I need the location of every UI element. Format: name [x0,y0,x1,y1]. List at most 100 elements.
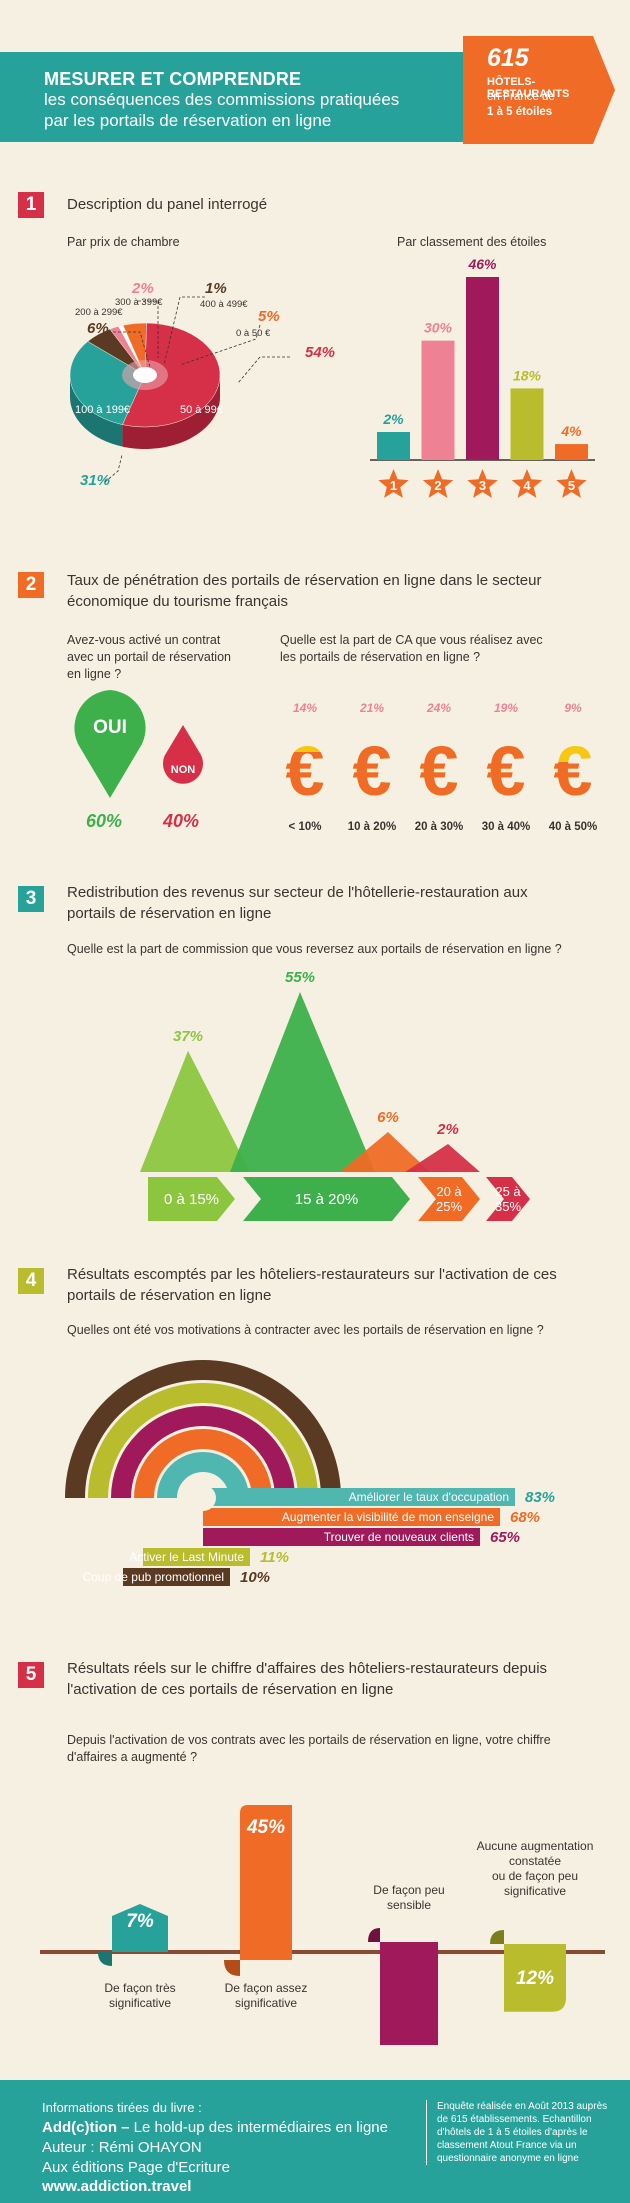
header-subtitle-2: par les portails de réservation en ligne [44,111,332,130]
mountain-20-a-25 [340,1132,430,1172]
revenue-share-question: Quelle est la part de CA que vous réalis… [280,632,600,666]
mountain-pct-label: 6% [377,1109,399,1126]
euro-pct-label: 24% [426,701,451,715]
motivation-label: Trouver de nouveaux clients [324,1530,474,1544]
euro-pct-label: 14% [293,701,317,715]
header-subtitle-1: les conséquences des commissions pratiqu… [44,90,400,109]
pie-leader-line [104,454,123,483]
motivation-ring-activer-le-last-minute [88,1383,318,1499]
stars-bar-value-label: 18% [513,367,542,383]
footer: Informations tirées du livre : Add(c)tio… [0,2080,630,2203]
footer-book-name: Add(c)tion – [42,2119,130,2136]
turnover-ribbon-curl [490,1930,504,1944]
motivation-ring-augmenter-la-visibilite-de-mon-enseigne [134,1429,272,1499]
star-icon [378,469,409,498]
mountain-pct-label: 2% [436,1121,459,1138]
pie-pct-label-50-a-99: 54% [305,344,335,361]
section-4-title: Résultats escomptés par les hôteliers-re… [67,1264,612,1306]
euro-pct-label: 9% [564,701,582,715]
pie-small-label-200-a-299: 200 à 299€ [75,307,123,318]
euro-symbol-fill: € [487,732,526,810]
mountain-pct-label: 55% [285,969,315,986]
turnover-category-label: significative [504,1884,566,1898]
motivations-question: Quelles ont été vos motivations à contra… [67,1323,544,1337]
motivation-bar-ameliorer-le-taux-d-occupation [203,1488,515,1506]
euro-symbol-yellow: € [487,732,526,810]
stars-bar-value-label: 4% [560,423,582,439]
pie-pct-label-300-a-399: 2% [131,280,154,297]
pie-pct-label-400-a-499: 1% [205,280,227,297]
stars-bar-5 [555,444,588,460]
section-4-title-line-2: portails de réservation en ligne [67,1287,272,1304]
turnover-category-label: significative [235,1996,297,2010]
euro-symbol-fill: € [286,732,325,810]
turnover-category-label: ou de façon peu [492,1869,578,1883]
turnover-pct-label: 12% [516,1968,554,1989]
turnover-question: Depuis l'activation de vos contrats avec… [67,1732,612,1766]
commission-band-20-a-25 [418,1177,480,1221]
pie-pct-label-100-a-199: 31% [80,472,110,489]
motivation-ring-coup-de-pub-promotionnel [65,1360,341,1499]
turnover-ribbon-1 [240,1804,292,1960]
motivation-bar-activer-le-last-minute [143,1548,250,1566]
stars-heading: Par classement des étoiles [397,235,547,249]
sample-badge: 615 HÔTELS-RESTAURANTS en France de 1 à … [463,36,615,144]
pie-leader-line [113,331,151,368]
section-3-number: 3 [18,886,44,912]
motivation-pct-label: 10% [240,1569,270,1586]
star-icon [556,469,587,498]
commission-band-label: 25 à [495,1184,521,1199]
euro-category-label: 40 à 50% [549,821,598,833]
contract-question: Avez-vous activé un contrat avec un port… [67,632,257,683]
turnover-ribbon-chart: 7%45%47%12%De façon trèssignificativeDe … [40,1804,605,2045]
euro-symbol-yellow: € [554,732,593,810]
badge-number: 615 [487,44,529,72]
section-5-title-line-2: l'activation de ces portails de réservat… [67,1681,394,1698]
commission-mountain-chart: 37% 55% 6% 2% 0 à 15% 15 à 20% 20 à25% 25 à35% [140,969,530,1221]
badge-line-3: 1 à 5 étoiles [487,106,553,118]
section-3-title-line-1: Redistribution des revenus sur secteur d… [67,884,528,901]
turnover-ribbon-curl [368,1928,380,1942]
pie-slice-50-a-99 [122,322,221,428]
section-2-number: 2 [18,572,44,598]
room-price-pie-chart: 50 à 99€ 100 à 199€ 54% 31% 6% 2% 1% 5% 200 à 29… [69,280,335,489]
section-4-title-line-1: Résultats escomptés par les hôteliers-re… [67,1266,557,1283]
turnover-category-label: De façon assez [225,1981,308,1995]
commission-band-label: 0 à 15% [164,1191,219,1208]
section-2-title-line-2: économique du tourisme français [67,593,288,610]
footer-source-label: Informations tirées du livre : [42,2100,202,2115]
section-5-title: Résultats réels sur le chiffre d'affaire… [67,1658,612,1700]
section-3-title: Redistribution des revenus sur secteur d… [67,882,612,924]
turnover-category-label: Aucune augmentation [477,1839,594,1853]
motivation-label: Coup de pub promotionnel [83,1570,224,1584]
stars-bar-value-label: 30% [424,320,453,336]
commission-band-15-a-20 [243,1177,410,1221]
no-drop-shape [163,725,203,784]
star-icon [467,469,498,498]
header-title: MESURER ET COMPRENDRE [44,69,302,89]
commission-band-25-a-35 [486,1177,530,1221]
euro-pct-label: 19% [494,701,518,715]
commission-band-label: 35% [495,1199,521,1214]
turnover-ribbon-0 [112,1904,168,1952]
section-1-number: 1 [18,192,44,218]
motivation-bar-coup-de-pub-promotionnel [123,1568,230,1586]
stars-bar-value-label: 2% [382,411,404,427]
footer-website-link[interactable]: www.addiction.travel [42,2178,192,2195]
motivation-bar-augmenter-la-visibilite-de-mon-enseigne [203,1508,500,1526]
section-5-number: 5 [18,1662,44,1688]
pie-side-50-a-99 [122,375,220,449]
pie-leader-line [138,300,159,358]
pie-leader-line [237,356,290,384]
turnover-category-label: sensible [387,1898,431,1912]
turnover-category-label: significative [109,1996,171,2010]
yes-pct-label: 60% [86,811,122,831]
pie-side-100-a-199 [70,375,123,447]
stars-category-label: 1 [390,478,397,493]
motivation-pct-label: 83% [525,1489,555,1506]
motivation-pct-label: 65% [490,1529,520,1546]
euro-category-label: 20 à 30% [415,821,464,833]
section-3-title-line-2: portails de réservation en ligne [67,905,272,922]
commission-question: Quelle est la part de commission que vou… [67,942,562,956]
commission-band-label: 20 à [436,1184,462,1199]
